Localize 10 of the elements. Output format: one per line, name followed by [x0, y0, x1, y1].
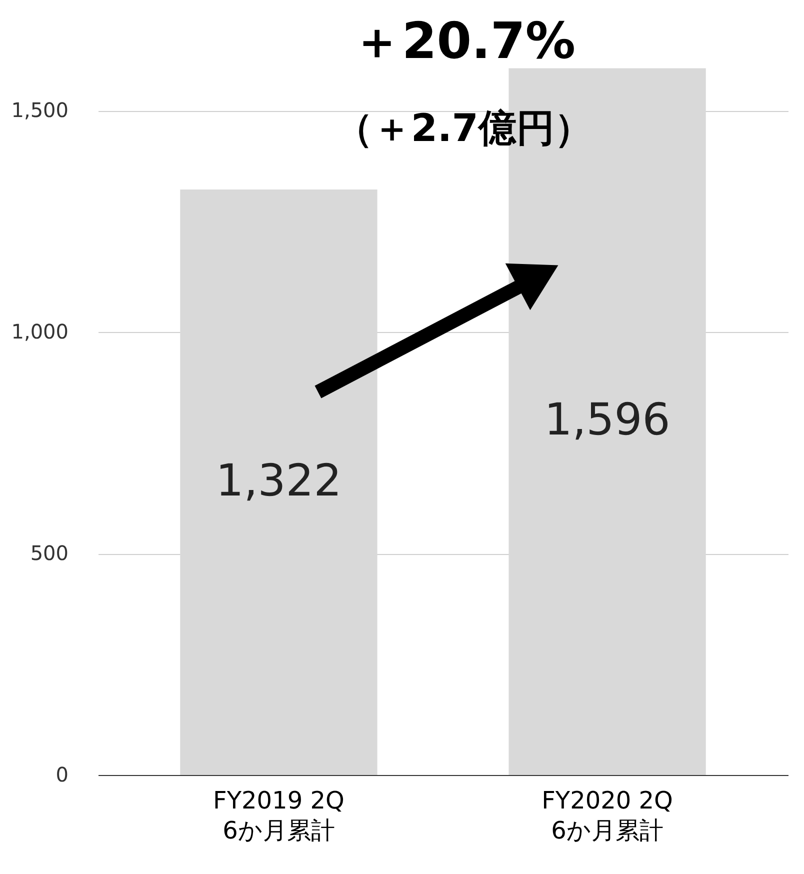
x-tick-label: FY2020 2Q 6か月累計 [542, 786, 673, 844]
data-label: 1,322 [216, 455, 342, 506]
annotation: （＋2.7億円） [335, 106, 592, 150]
annotation: ＋20.7% [352, 12, 576, 70]
y-tick-label: 1,500 [11, 98, 68, 122]
x-tick-label: FY2019 2Q 6か月累計 [213, 786, 344, 844]
data-label: 1,596 [544, 394, 670, 446]
y-tick-label: 1,000 [11, 320, 68, 344]
y-tick-label: 500 [30, 541, 68, 566]
y-tick-label: 0 [56, 762, 68, 786]
